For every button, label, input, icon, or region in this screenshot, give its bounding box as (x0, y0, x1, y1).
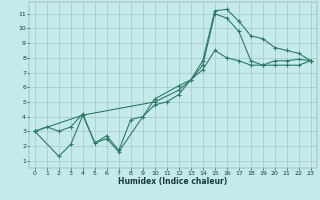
X-axis label: Humidex (Indice chaleur): Humidex (Indice chaleur) (118, 177, 228, 186)
